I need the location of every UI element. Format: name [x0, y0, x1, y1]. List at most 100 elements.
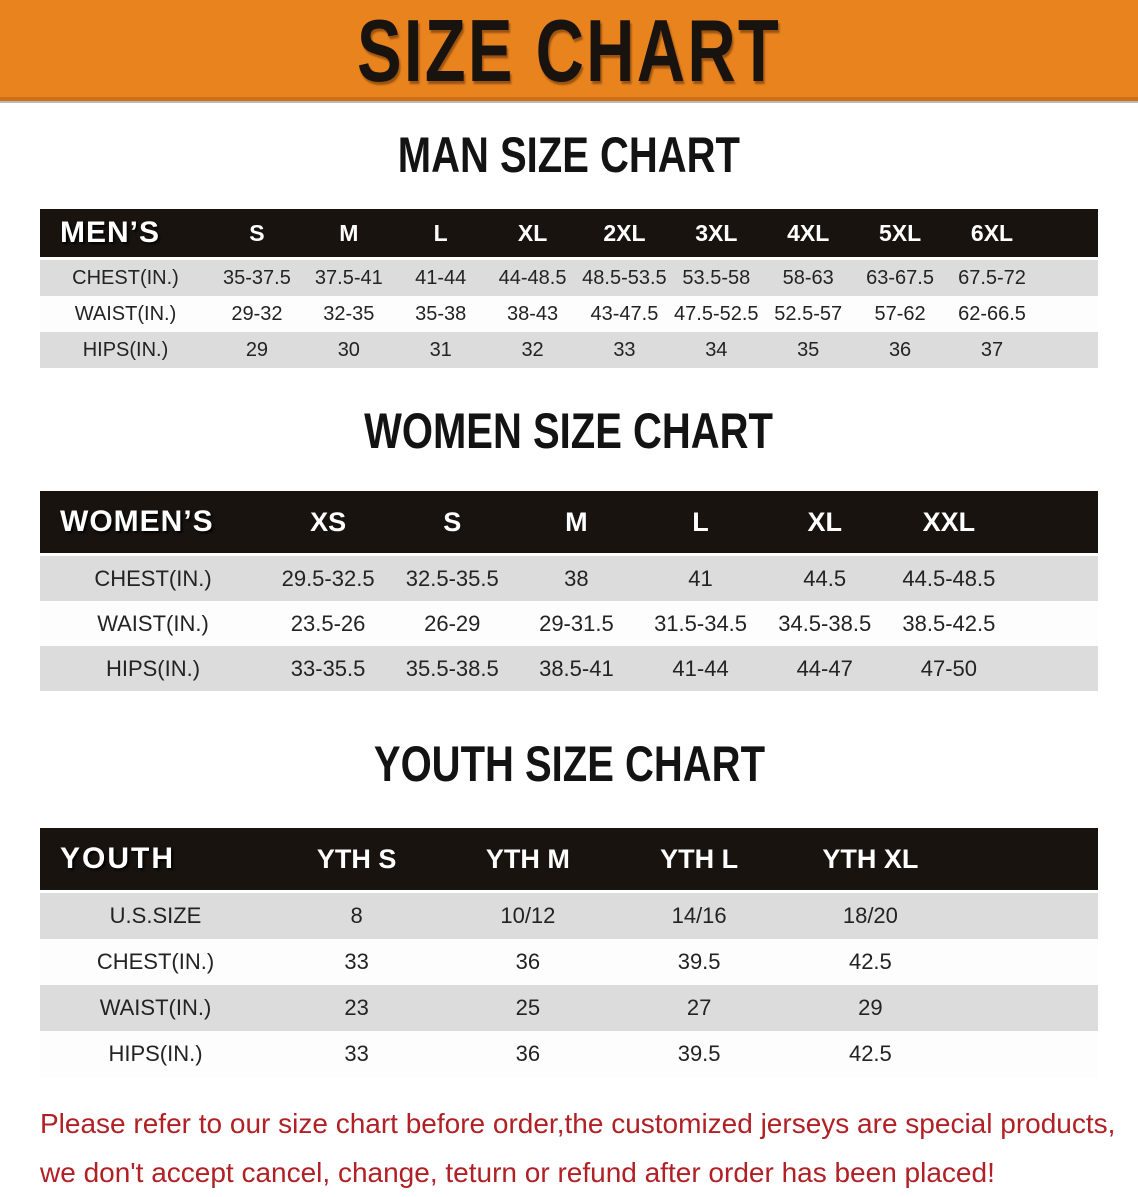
column-header-xxl: XXL: [886, 491, 1011, 556]
row-filler: [956, 1031, 1098, 1077]
column-header-yth-xl: YTH XL: [784, 828, 956, 893]
youth-table-body: U.S.SIZE 8 10/12 14/16 18/20 CHEST(IN.) 33 36 39…: [40, 893, 1098, 1077]
men-heading-text: MAN SIZE CHART: [397, 127, 741, 183]
size-value: 35: [762, 332, 855, 368]
size-value: 44.5: [762, 556, 887, 601]
size-value: 23.5-26: [266, 601, 391, 646]
disclaimer-line-2: we don't accept cancel, change, teturn o…: [40, 1157, 995, 1188]
row-label: CHEST(IN.): [40, 939, 271, 985]
youth-size-table: YOUTH YTH S YTH M YTH L YTH XL U.S.SIZE 8 10/12…: [40, 828, 1098, 1077]
column-header-5xl: 5XL: [854, 209, 946, 260]
size-value: 57-62: [854, 296, 946, 332]
size-value: 35-37.5: [211, 260, 303, 296]
table-row: WAIST(IN.) 29-32 32-35 35-38 38-43 43-47.5 47.…: [40, 296, 1098, 332]
men-table-body: CHEST(IN.) 35-37.5 37.5-41 41-44 44-48.5 48.5…: [40, 260, 1098, 368]
corner-label: YOUTH: [40, 828, 271, 893]
size-value: 41-44: [394, 260, 487, 296]
size-value: 23: [271, 985, 443, 1031]
row-filler: [956, 893, 1098, 939]
size-value: 25: [442, 985, 614, 1031]
size-value: 43-47.5: [578, 296, 671, 332]
women-heading-text: WOMEN SIZE CHART: [364, 403, 774, 459]
size-value: 29.5-32.5: [266, 556, 391, 601]
column-header-s: S: [211, 209, 303, 260]
size-value: 47.5-52.5: [670, 296, 763, 332]
size-value: 31.5-34.5: [638, 601, 763, 646]
column-header-xl: XL: [762, 491, 887, 556]
size-value: 27: [613, 985, 785, 1031]
size-value: 33: [271, 1031, 443, 1077]
row-label: HIPS(IN.): [40, 332, 211, 368]
row-filler: [1038, 332, 1098, 368]
section-men: MAN SIZE CHART MEN’S S M L XL 2XL 3XL 4XL 5XL 6XL C…: [0, 128, 1138, 368]
size-value: 48.5-53.5: [578, 260, 671, 296]
size-value: 39.5: [613, 939, 785, 985]
table-row: CHEST(IN.) 35-37.5 37.5-41 41-44 44-48.5 48.5…: [40, 260, 1098, 296]
size-value: 32: [486, 332, 579, 368]
header-filler: [1011, 491, 1098, 556]
size-value: 14/16: [613, 893, 785, 939]
size-value: 41-44: [638, 646, 763, 691]
size-value: 67.5-72: [946, 260, 1038, 296]
header-row: YOUTH YTH S YTH M YTH L YTH XL: [40, 828, 1098, 893]
row-filler: [1011, 601, 1098, 646]
size-value: 44.5-48.5: [886, 556, 1011, 601]
men-table-head: MEN’S S M L XL 2XL 3XL 4XL 5XL 6XL: [40, 209, 1098, 260]
row-label: HIPS(IN.): [40, 646, 266, 691]
table-row: CHEST(IN.) 33 36 39.5 42.5: [40, 939, 1098, 985]
youth-heading-text: YOUTH SIZE CHART: [373, 736, 765, 792]
table-row: HIPS(IN.) 29 30 31 32 33 34 35 36 37: [40, 332, 1098, 368]
size-value: 42.5: [784, 1031, 956, 1077]
row-filler: [1011, 556, 1098, 601]
row-filler: [1038, 296, 1098, 332]
women-table-body: CHEST(IN.) 29.5-32.5 32.5-35.5 38 41 44.5 44.5…: [40, 556, 1098, 691]
size-value: 37: [946, 332, 1038, 368]
column-header-s: S: [390, 491, 515, 556]
women-heading: WOMEN SIZE CHART: [0, 404, 1138, 471]
size-chart-banner: SIZE CHART: [0, 0, 1138, 103]
banner-title: SIZE CHART: [356, 1, 782, 100]
size-sections: MAN SIZE CHART MEN’S S M L XL 2XL 3XL 4XL 5XL 6XL C…: [0, 128, 1138, 1077]
size-value: 32.5-35.5: [390, 556, 515, 601]
section-women: WOMEN SIZE CHART WOMEN’S XS S M L XL XXL CHEST(I…: [0, 404, 1138, 691]
column-header-4xl: 4XL: [762, 209, 855, 260]
size-value: 34: [670, 332, 763, 368]
row-label: CHEST(IN.): [40, 556, 266, 601]
size-value: 35-38: [394, 296, 487, 332]
size-value: 29-31.5: [514, 601, 639, 646]
column-header-yth-s: YTH S: [271, 828, 443, 893]
size-value: 34.5-38.5: [762, 601, 887, 646]
row-label: U.S.SIZE: [40, 893, 271, 939]
size-value: 31: [394, 332, 487, 368]
table-row: CHEST(IN.) 29.5-32.5 32.5-35.5 38 41 44.5 44.5…: [40, 556, 1098, 601]
size-value: 44-47: [762, 646, 887, 691]
column-header-3xl: 3XL: [670, 209, 763, 260]
column-header-m: M: [302, 209, 395, 260]
size-value: 62-66.5: [946, 296, 1038, 332]
size-value: 29-32: [211, 296, 303, 332]
size-value: 38: [514, 556, 639, 601]
header-row: WOMEN’S XS S M L XL XXL: [40, 491, 1098, 556]
size-value: 29: [211, 332, 303, 368]
size-value: 36: [442, 1031, 614, 1077]
men-size-table: MEN’S S M L XL 2XL 3XL 4XL 5XL 6XL CHEST(IN.) 35-37…: [40, 209, 1098, 368]
size-value: 33: [578, 332, 671, 368]
row-filler: [956, 985, 1098, 1031]
column-header-yth-m: YTH M: [442, 828, 614, 893]
corner-label: WOMEN’S: [40, 491, 266, 556]
disclaimer-line-1: Please refer to our size chart before or…: [40, 1108, 1116, 1139]
column-header-yth-l: YTH L: [613, 828, 785, 893]
size-value: 38-43: [486, 296, 579, 332]
table-row: WAIST(IN.) 23.5-26 26-29 29-31.5 31.5-34.5 34…: [40, 601, 1098, 646]
size-value: 18/20: [784, 893, 956, 939]
header-filler: [1038, 209, 1098, 260]
row-filler: [1011, 646, 1098, 691]
column-header-xl: XL: [486, 209, 579, 260]
row-label: WAIST(IN.): [40, 985, 271, 1031]
size-value: 37.5-41: [302, 260, 395, 296]
size-value: 58-63: [762, 260, 855, 296]
header-row: MEN’S S M L XL 2XL 3XL 4XL 5XL 6XL: [40, 209, 1098, 260]
row-label: WAIST(IN.): [40, 296, 211, 332]
row-label: HIPS(IN.): [40, 1031, 271, 1077]
youth-heading: YOUTH SIZE CHART: [0, 737, 1138, 804]
